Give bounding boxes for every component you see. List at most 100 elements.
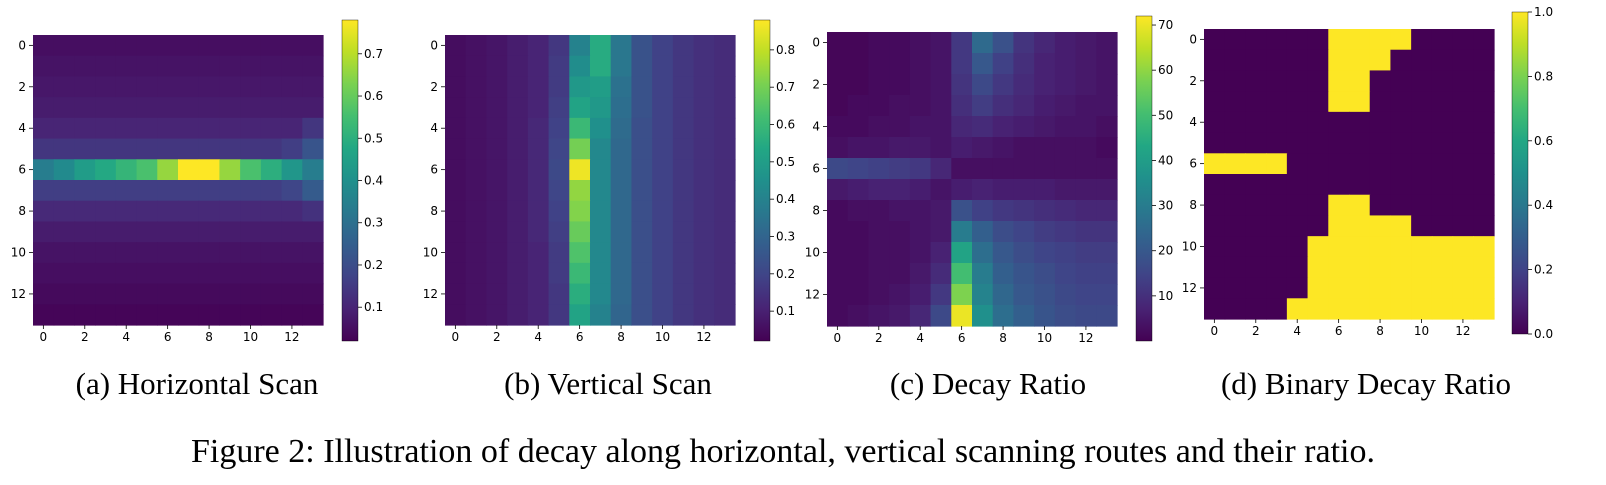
heatmap-cell xyxy=(569,200,591,223)
heatmap-cell xyxy=(1245,298,1267,320)
heatmap-cell xyxy=(1349,236,1371,258)
heatmap-cell xyxy=(1390,277,1412,299)
heatmap-cell xyxy=(157,242,179,264)
heatmap-cell xyxy=(1286,298,1309,320)
colorbar-tick-label: 0.1 xyxy=(776,304,795,318)
heatmap-cell xyxy=(260,262,283,285)
heatmap-cell xyxy=(1245,111,1267,134)
heatmap-cell xyxy=(1224,256,1247,279)
heatmap-cell xyxy=(74,304,96,326)
heatmap-cell xyxy=(1286,236,1309,258)
heatmap-cell xyxy=(302,138,324,160)
heatmap-cell xyxy=(631,180,653,202)
heatmap-cell xyxy=(1013,158,1035,180)
heatmap-cell xyxy=(992,95,1015,117)
heatmap-cell xyxy=(590,242,612,264)
heatmap-cell xyxy=(1286,91,1309,113)
heatmap-cell xyxy=(240,283,262,305)
heatmap-cell xyxy=(951,284,973,306)
heatmap-cell xyxy=(445,35,467,57)
heatmap-cell xyxy=(1013,242,1035,264)
heatmap-cell xyxy=(631,35,653,57)
y-tick-label: 0 xyxy=(18,38,26,52)
heatmap-cell xyxy=(1411,256,1433,279)
heatmap-cell xyxy=(1431,236,1454,258)
heatmap-cell xyxy=(569,304,591,326)
heatmap-cell xyxy=(74,55,96,78)
heatmap-cell xyxy=(1431,277,1454,299)
heatmap-cell xyxy=(610,242,633,264)
heatmap-cell xyxy=(930,116,952,138)
heatmap-cell xyxy=(847,305,870,327)
heatmap-cell xyxy=(260,200,283,223)
heatmap-cell xyxy=(1075,95,1097,117)
x-tick-label: 2 xyxy=(875,331,883,345)
heatmap-cell xyxy=(569,138,591,160)
heatmap-cell xyxy=(1286,194,1309,217)
heatmap-cell xyxy=(1034,242,1056,264)
heatmap-cell xyxy=(115,283,138,305)
heatmap-cell xyxy=(1411,277,1433,299)
x-tick-label: 4 xyxy=(534,330,542,344)
heatmap-cell xyxy=(847,263,870,285)
heatmap-cell xyxy=(507,180,529,202)
heatmap-cell xyxy=(95,283,117,305)
heatmap-cell xyxy=(548,55,570,78)
panel-subcaption: (c) Decay Ratio xyxy=(890,366,1086,401)
heatmap-panel-2: 0 2 4 6 8 10 12 0 2 4 6 8 10 12 0.1 0.2 0.3 0.4 0.5 0.6 0.7 0… xyxy=(423,19,795,401)
heatmap-cell xyxy=(909,95,932,117)
heatmap-cell xyxy=(889,158,911,180)
heatmap-cell xyxy=(972,305,994,327)
heatmap-cell xyxy=(240,97,262,119)
heatmap-cell xyxy=(1013,137,1035,159)
heatmap-cell xyxy=(1369,298,1392,320)
heatmap-cell xyxy=(827,137,849,159)
heatmap-cell xyxy=(548,117,570,140)
heatmap-cell xyxy=(1054,221,1077,243)
heatmap-cell xyxy=(827,95,849,117)
heatmap-cell xyxy=(1390,29,1412,51)
heatmap-cell xyxy=(1328,132,1350,154)
heatmap-cell xyxy=(1349,111,1371,134)
heatmap-cell xyxy=(157,304,179,326)
heatmap-cell xyxy=(1369,29,1392,51)
y-tick-label: 2 xyxy=(812,78,820,92)
heatmap-cell xyxy=(1473,236,1495,258)
heatmap-cell xyxy=(74,221,96,243)
heatmap-cell xyxy=(74,180,96,202)
heatmap-cell xyxy=(631,97,653,119)
heatmap-cell xyxy=(1307,298,1329,320)
heatmap-cell xyxy=(198,283,221,305)
heatmap-cell xyxy=(53,262,76,285)
heatmap-cell xyxy=(1224,277,1247,299)
heatmap-cell xyxy=(714,304,736,326)
heatmap-cell xyxy=(260,55,283,78)
heatmap-cell xyxy=(281,221,303,243)
heatmap-cell xyxy=(1266,256,1288,279)
heatmap-cell xyxy=(992,137,1015,159)
x-tick-label: 12 xyxy=(1455,324,1470,338)
heatmap-cell xyxy=(465,221,488,243)
heatmap-cell xyxy=(847,284,870,306)
heatmap-cell xyxy=(95,76,117,98)
colorbar-tick-label: 0.8 xyxy=(1534,69,1553,83)
heatmap-cell xyxy=(1096,284,1118,306)
heatmap-cell xyxy=(951,32,973,54)
heatmap-cell xyxy=(302,55,324,78)
colorbar-tick-label: 1.0 xyxy=(1534,5,1553,19)
heatmap-cell xyxy=(1452,194,1474,217)
heatmap-cell xyxy=(240,262,262,285)
heatmap-cell xyxy=(486,117,508,140)
heatmap-cell xyxy=(1075,305,1097,327)
panel-subcaption: (b) Vertical Scan xyxy=(504,366,712,401)
heatmap-cell xyxy=(219,76,241,98)
x-tick-label: 4 xyxy=(916,331,924,345)
heatmap-cell xyxy=(610,159,633,181)
y-tick-label: 8 xyxy=(430,204,438,218)
heatmap-cell xyxy=(1431,174,1454,196)
heatmap-cell xyxy=(610,55,633,78)
heatmap-cell xyxy=(1013,116,1035,138)
heatmap-cell xyxy=(1096,32,1118,54)
heatmap-cell xyxy=(992,74,1015,96)
x-tick-label: 12 xyxy=(284,330,299,344)
